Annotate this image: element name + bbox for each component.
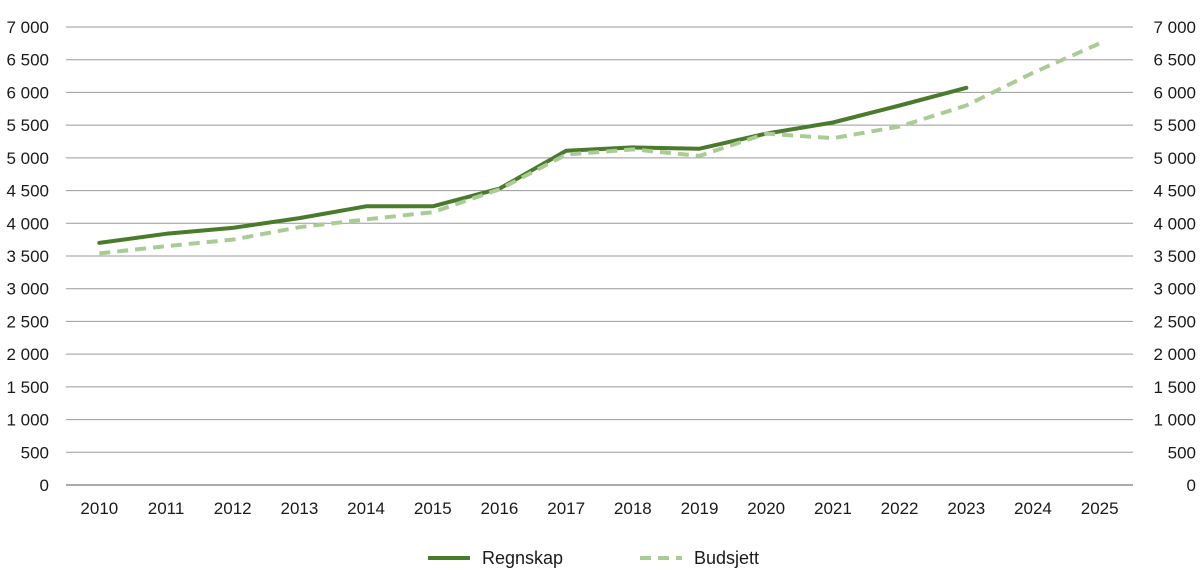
x-tick-label: 2019 (681, 499, 719, 518)
y-tick-label-left: 2 000 (6, 345, 49, 364)
y-tick-label-left: 2 500 (6, 312, 49, 331)
y-tick-label-right: 4 000 (1153, 214, 1196, 233)
y-tick-label-left: 3 000 (6, 280, 49, 299)
x-tick-label: 2018 (614, 499, 652, 518)
legend-item-regnskap: Regnskap (428, 548, 563, 568)
x-tick-label: 2013 (280, 499, 318, 518)
legend-label-regnskap: Regnskap (482, 548, 563, 568)
y-tick-label-left: 6 000 (6, 83, 49, 102)
x-tick-label: 2016 (481, 499, 519, 518)
x-tick-label: 2017 (547, 499, 585, 518)
y-tick-label-right: 1 000 (1153, 411, 1196, 430)
y-tick-label-right: 4 500 (1153, 182, 1196, 201)
x-tick-label: 2023 (947, 499, 985, 518)
y-tick-label-right: 5 500 (1153, 116, 1196, 135)
y-tick-label-left: 1 500 (6, 378, 49, 397)
series-lines (97, 41, 1101, 256)
y-tick-label-left: 6 500 (6, 51, 49, 70)
x-tick-label: 2011 (148, 499, 185, 518)
y-tick-label-right: 3 000 (1153, 280, 1196, 299)
y-tick-label-left: 4 000 (6, 214, 49, 233)
x-tick-label: 2015 (414, 499, 452, 518)
series-line-regnskap (97, 85, 969, 245)
series-line-budsjett (99, 41, 1101, 256)
y-tick-label-right: 7 000 (1153, 18, 1196, 37)
y-tick-label-right: 2 500 (1153, 312, 1196, 331)
y-tick-label-left: 1 000 (6, 411, 49, 430)
y-tick-label-left: 7 000 (6, 18, 49, 37)
y-tick-label-right: 0 (1187, 476, 1196, 495)
x-tick-label: 2020 (747, 499, 785, 518)
y-tick-label-left: 3 500 (6, 247, 49, 266)
x-tick-label: 2010 (80, 499, 118, 518)
x-axis: 2010 2011 2012 2013 2014 2015 2016 2017 2018 2019… (80, 499, 1118, 518)
x-tick-label: 2024 (1014, 499, 1052, 518)
y-tick-label-left: 5 500 (6, 116, 49, 135)
y-tick-label-right: 500 (1168, 443, 1196, 462)
y-tick-label-right: 5 000 (1153, 149, 1196, 168)
x-tick-label: 2025 (1081, 499, 1119, 518)
y-tick-label-left: 500 (21, 443, 49, 462)
right-y-axis: 0 500 1 000 1 500 2 000 2 500 3 000 3 500 4 000 4… (1153, 18, 1196, 495)
y-tick-label-right: 2 000 (1153, 345, 1196, 364)
legend-item-budsjett: Budsjett (640, 548, 759, 568)
grid-lines (66, 26, 1133, 486)
y-tick-label-left: 0 (40, 476, 49, 495)
y-tick-label-left: 5 000 (6, 149, 49, 168)
y-tick-label-right: 3 500 (1153, 247, 1196, 266)
x-tick-label: 2021 (814, 499, 852, 518)
x-tick-label: 2012 (214, 499, 252, 518)
y-tick-label-left: 4 500 (6, 182, 49, 201)
y-tick-label-right: 6 000 (1153, 83, 1196, 102)
y-tick-label-right: 6 500 (1153, 51, 1196, 70)
left-y-axis: 0 500 1 000 1 500 2 000 2 500 3 000 3 500 4 000 4… (6, 18, 49, 495)
x-tick-label: 2022 (881, 499, 919, 518)
y-tick-label-right: 1 500 (1153, 378, 1196, 397)
x-tick-label: 2014 (347, 499, 385, 518)
legend-label-budsjett: Budsjett (694, 548, 759, 568)
legend: Regnskap Budsjett (428, 548, 759, 568)
